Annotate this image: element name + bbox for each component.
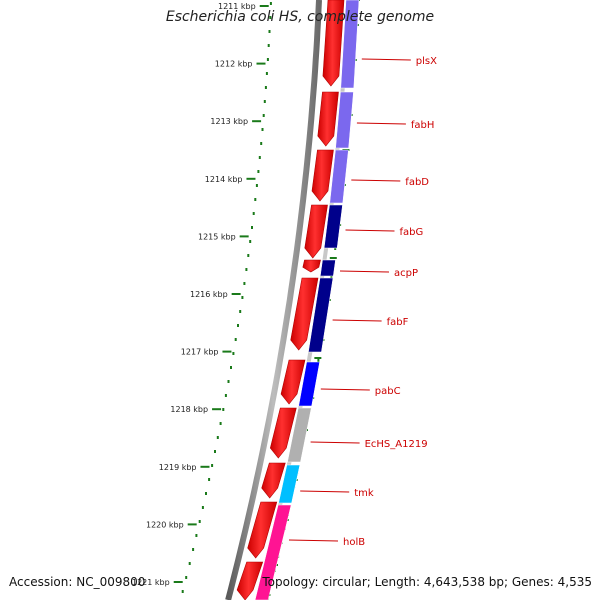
gene-label-leader: [361, 58, 411, 61]
gene-label-leader: [356, 122, 406, 125]
gene-label-leader: [345, 229, 395, 232]
gene-label-leader: [310, 441, 360, 444]
forward-gene-arrow: [290, 277, 319, 351]
forward-gene-arrow: [317, 91, 339, 147]
gene-label-holB: holB: [343, 537, 365, 548]
scale-ticks: 1211 kbp 1212 kbp 1213 kbp 1214 kbp 1215 kbp…: [132, 0, 360, 596]
gene-label-leader: [300, 490, 350, 493]
cog-gene-fabF: [308, 277, 334, 353]
cog-gene-pabC: [298, 361, 320, 407]
forward-gene-arrow: [311, 149, 334, 202]
gene-label-plsX: plsX: [416, 56, 437, 67]
scale-tick-label: 1218 kbp: [170, 405, 208, 414]
cog-gene-plsX: [340, 0, 360, 89]
accession-label: Accession: NC_009800: [9, 575, 146, 589]
gene-label-acpP: acpP: [394, 268, 418, 279]
scale-tick-label: 1212 kbp: [215, 60, 253, 69]
forward-gene-arrow: [280, 359, 306, 405]
scale-tick-label: 1215 kbp: [198, 232, 236, 241]
scale-tick-label: 1214 kbp: [205, 175, 243, 184]
gene-label-leader: [288, 539, 339, 542]
gene-label-leader: [351, 179, 401, 182]
gene-label-leader: [339, 270, 390, 273]
scale-tick-label: 1221 kbp: [132, 578, 170, 587]
gene-label-pabC: pabC: [375, 386, 401, 397]
forward-gene-arrow: [269, 407, 297, 459]
gene-labels: plsX fabH fabD fabG acpP fabF pabC EcHS_A1219tm…: [288, 56, 437, 548]
backbone: [225, 0, 322, 600]
gene-label-EcHS_A1219: EcHS_A1219: [365, 439, 428, 450]
gene-label-leader: [332, 319, 382, 322]
map-title: Escherichia coli HS, complete genome: [165, 9, 435, 25]
topology-label: Topology: circular; Length: 4,643,538 bp…: [262, 575, 592, 589]
scale-tick-label: 1220 kbp: [146, 520, 184, 529]
strand-tracks: [225, 0, 360, 600]
cog-gene-fabD: [329, 149, 349, 204]
forward-gene-arrow: [322, 0, 345, 87]
cog-gene-fabG: [323, 204, 343, 249]
forward-gene-arrow: [247, 501, 278, 559]
gene-label-fabF: fabF: [387, 317, 409, 328]
forward-gene-arrow: [304, 204, 328, 259]
forward-gene-arrow: [261, 462, 286, 499]
scale-tick-label: 1211 kbp: [218, 2, 256, 11]
scale-tick-label: 1219 kbp: [159, 463, 197, 472]
cog-gene-holB: [254, 504, 292, 600]
forward-gene-arrow: [236, 561, 264, 600]
cog-gene-EcHS_A1219: [287, 407, 312, 463]
scale-tick-label: 1217 kbp: [181, 348, 219, 357]
scale-tick-label: 1213 kbp: [210, 117, 248, 126]
gene-label-fabD: fabD: [405, 177, 429, 188]
scale-tick-label: 1216 kbp: [190, 290, 228, 299]
cog-gene-fabH: [335, 91, 354, 149]
gene-label-fabG: fabG: [400, 227, 424, 238]
gene-label-tmk: tmk: [354, 488, 374, 499]
cog-gene-tmk: [278, 464, 301, 504]
forward-gene-arrow: [302, 259, 321, 273]
cog-gene-acpP: [319, 259, 336, 277]
gene-label-fabH: fabH: [411, 120, 435, 131]
gene-label-leader: [320, 388, 370, 391]
